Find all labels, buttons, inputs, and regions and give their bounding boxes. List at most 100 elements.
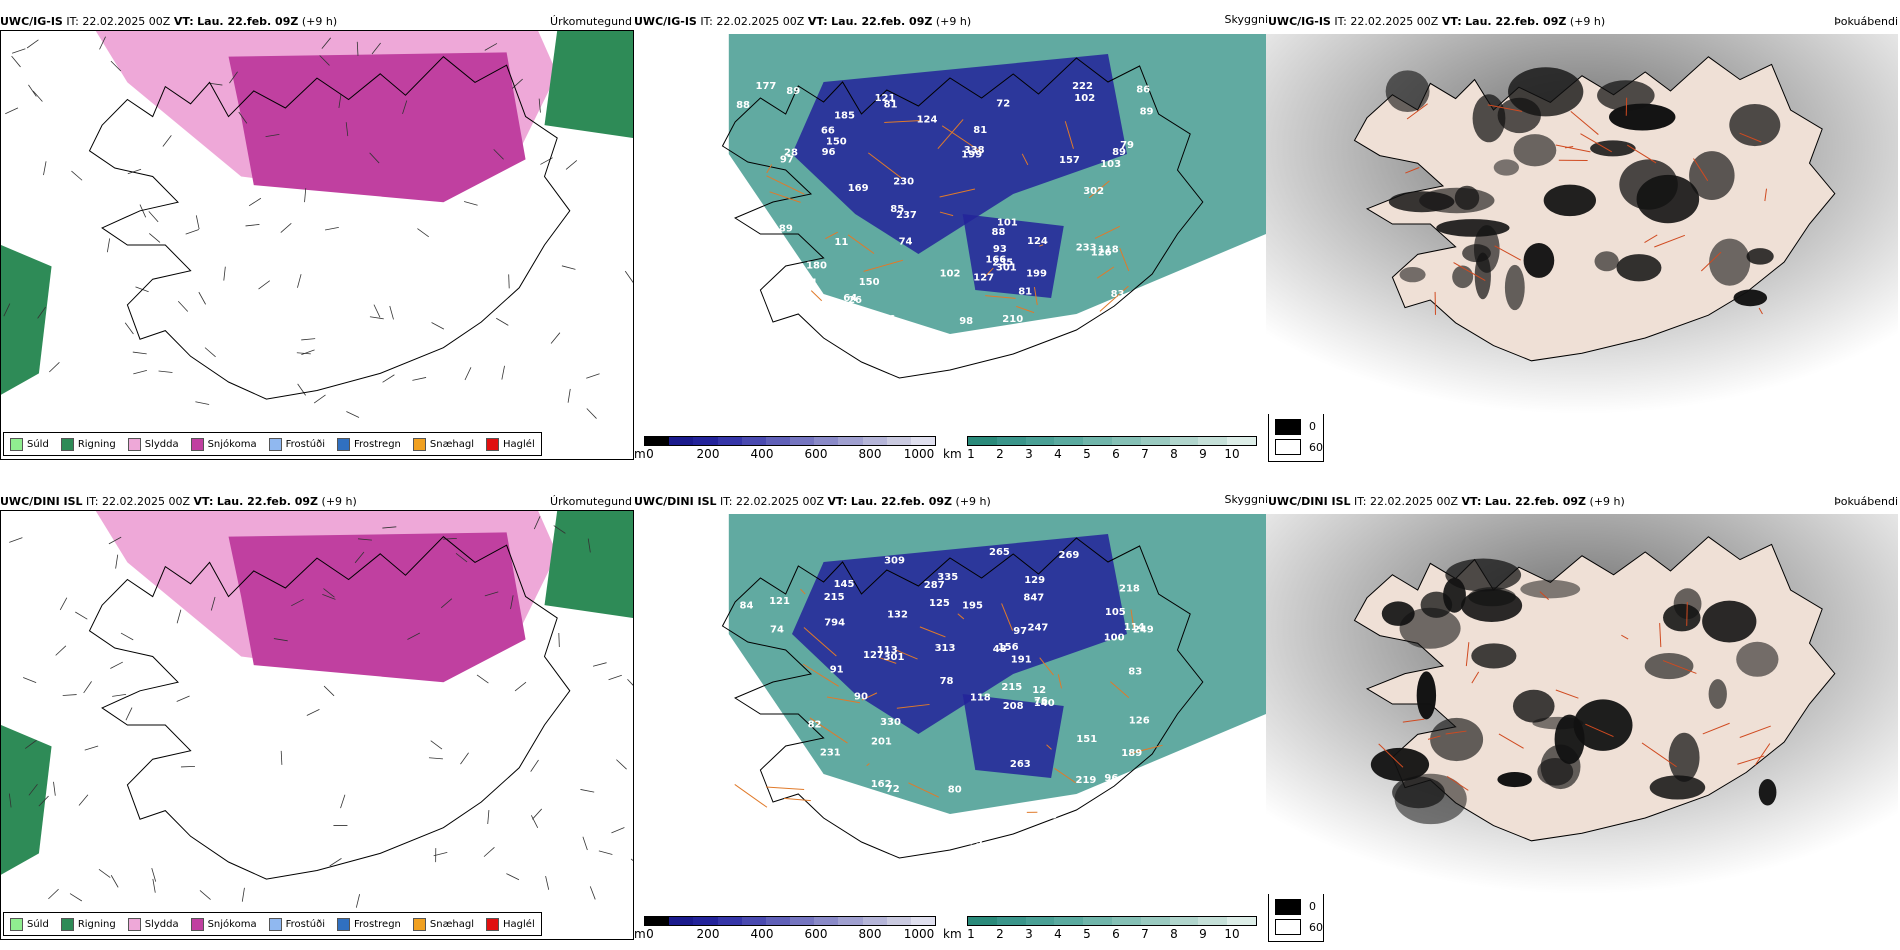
precip-map-frame: Súld Rigning Slydda Snjókoma Frostúði Fr… <box>0 30 634 460</box>
colorbar-segment <box>886 437 911 445</box>
colorbar-segment <box>645 917 670 925</box>
wind-barb <box>455 553 468 563</box>
fog-blob <box>1443 577 1466 613</box>
cloud-base-label: 97 <box>780 154 794 165</box>
cloud-base-label: 215 <box>824 592 845 603</box>
cloud-base-label: 48 <box>993 644 1007 655</box>
colorbar-segment <box>910 437 936 445</box>
wind-barb <box>11 55 21 68</box>
cloud-base-unit: m <box>634 927 646 941</box>
road-line <box>825 231 838 240</box>
cloud-base-label: 11 <box>834 237 848 248</box>
legend-item: Súld <box>10 437 49 451</box>
cloud-base-bar <box>644 916 936 926</box>
road-line <box>1427 735 1441 740</box>
cloud-base-label: 80 <box>948 784 962 795</box>
tick-label: 4 <box>1054 927 1062 941</box>
wind-barb <box>464 367 472 381</box>
legend-swatch <box>127 917 141 931</box>
wind-barb <box>208 82 223 86</box>
panel-title: UWC/DINI ISL IT: 22.02.2025 00Z VT: Lau.… <box>634 494 1268 510</box>
road-line <box>1700 251 1722 272</box>
cloud-base-ticks: 0 200 400 600 800 1000 <box>634 927 934 941</box>
road-line <box>1129 744 1163 755</box>
road-line <box>800 588 806 595</box>
wind-barb <box>608 674 622 681</box>
road-line <box>769 191 801 203</box>
colorbar-segment <box>1111 437 1141 445</box>
visibility-bar <box>967 436 1257 446</box>
road-line <box>1094 225 1121 239</box>
wind-barb <box>3 303 11 317</box>
colorbar-segment <box>669 437 694 445</box>
road-line <box>1754 743 1771 766</box>
tick-label: 200 <box>696 447 720 461</box>
cloud-base-label: 126 <box>1129 716 1150 727</box>
legend-label: Rigning <box>77 438 116 450</box>
colorbar-segment <box>1111 917 1141 925</box>
cloud-base-label: 80 <box>1043 810 1057 821</box>
wind-barb <box>199 890 211 900</box>
vt-value: Lau. 22.feb. 09Z <box>1465 15 1567 28</box>
fog-blob <box>1392 776 1445 809</box>
fog-blob <box>1436 219 1510 237</box>
tick-label: 800 <box>858 447 882 461</box>
wind-barb <box>198 291 206 305</box>
wind-barb <box>248 197 262 207</box>
road-line <box>1487 104 1523 112</box>
wind-barb <box>176 609 182 624</box>
road-line <box>810 290 823 302</box>
row2-cloud-panel: UWC/DINI ISL IT: 22.02.2025 00Z VT: Lau.… <box>634 493 1324 944</box>
cloud-base-ticks: 0 200 400 600 800 1000 <box>634 447 934 461</box>
road-line <box>908 782 940 798</box>
road-line <box>1057 674 1063 689</box>
legend-item: Snæhagl <box>412 437 474 451</box>
legend-swatch <box>268 437 282 451</box>
rain-area <box>544 511 633 618</box>
cloud-base-label: 114 <box>796 277 817 288</box>
cloud-base-label: 125 <box>929 598 950 609</box>
tick-label: 10 <box>1224 927 1240 941</box>
wind-barb <box>98 868 111 878</box>
it-label: IT: <box>66 15 79 28</box>
road-line <box>868 152 902 179</box>
cloud-base-label: 357 <box>738 199 759 210</box>
legend-label: Rigning <box>77 918 116 930</box>
cloud-base-label: 83 <box>1111 289 1125 300</box>
it-value: 22.02.2025 00Z <box>1350 15 1439 28</box>
wind-barb <box>483 846 495 857</box>
cloud-base-label: 101 <box>997 217 1018 228</box>
cloud-base-label: 127 <box>863 650 884 661</box>
wind-barb <box>258 280 271 290</box>
road-line <box>809 717 848 744</box>
colorbar-segment <box>693 437 718 445</box>
panel-name-precip: Úrkomutegund <box>550 15 632 28</box>
it-label: IT: <box>1354 495 1367 508</box>
road-line <box>866 763 870 767</box>
fog-blob <box>1758 778 1777 806</box>
panel-name-cloud: Skyggni <box>1224 13 1268 26</box>
wind-barb <box>538 98 541 113</box>
legend-swatch <box>190 437 204 451</box>
cloud-base-label: 208 <box>1003 701 1024 712</box>
road-line <box>783 797 811 802</box>
cloud-base-label: 166 <box>985 255 1006 266</box>
road-line <box>1555 144 1591 153</box>
wind-barb <box>37 306 47 319</box>
colorbar-segment <box>862 917 887 925</box>
road-line <box>941 125 982 153</box>
wind-barb <box>506 873 520 881</box>
legend-swatch <box>486 437 500 451</box>
fog-blob <box>1709 238 1751 286</box>
colorbar-segment <box>790 917 815 925</box>
tick-label: 200 <box>696 927 720 941</box>
visibility-unit: km <box>943 447 962 461</box>
model-name: UWC/IG-IS <box>1268 15 1331 28</box>
road-line <box>1033 286 1038 306</box>
colorbar-segment <box>814 437 839 445</box>
vt-label: VT: <box>1441 15 1462 28</box>
it-value: 22.02.2025 00Z <box>102 495 191 508</box>
fog-blob <box>1668 732 1700 782</box>
legend-item: Snæhagl <box>412 917 474 931</box>
